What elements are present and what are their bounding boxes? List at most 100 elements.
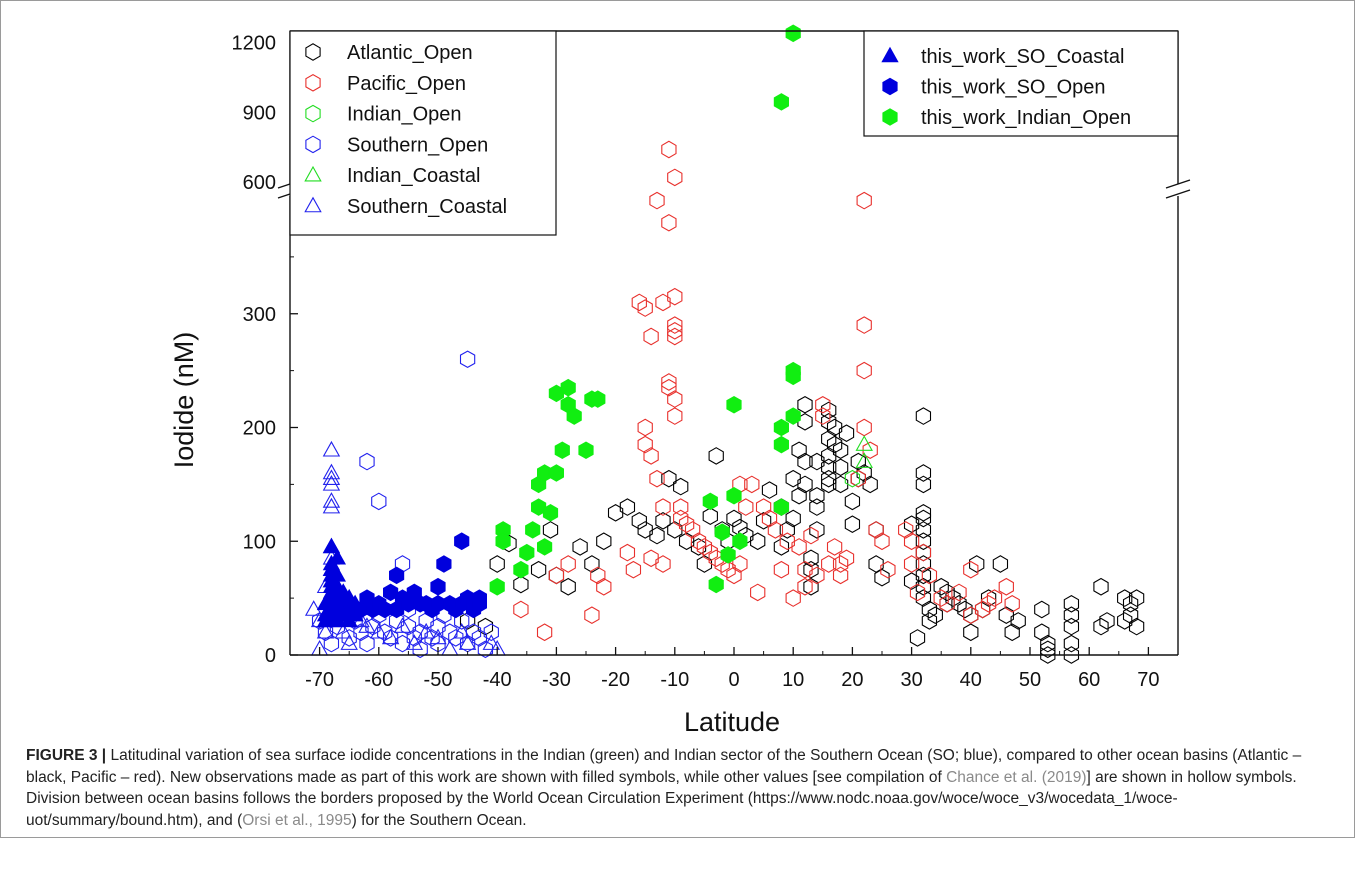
axis-break-mark bbox=[1165, 189, 1191, 199]
point-pacific-open bbox=[815, 407, 831, 425]
point-pacific-open bbox=[909, 583, 926, 602]
point-southern-open bbox=[377, 623, 393, 642]
caption-figure-label: FIGURE 3 | bbox=[26, 747, 107, 764]
point-pacific-open bbox=[661, 213, 677, 232]
point-atlantic-open bbox=[862, 475, 878, 494]
point-atlantic-open bbox=[542, 521, 559, 539]
point-southern-coastal bbox=[452, 622, 471, 639]
point-pacific-open bbox=[667, 407, 683, 425]
point-atlantic-open bbox=[874, 568, 890, 587]
point-southern-coastal bbox=[322, 463, 341, 480]
y-tick-label: 100 bbox=[243, 531, 276, 553]
point-atlantic-open bbox=[915, 577, 932, 596]
point-southern-coastal bbox=[417, 622, 435, 639]
point-southern-open bbox=[359, 634, 375, 653]
legend-label-southern-open: Southern_Open bbox=[347, 134, 488, 156]
point-pacific-open bbox=[548, 566, 565, 585]
point-atlantic-open bbox=[939, 583, 955, 602]
point-this-work-so-open bbox=[430, 577, 446, 596]
y-tick-label: 0 bbox=[265, 645, 276, 667]
point-pacific-open bbox=[856, 418, 872, 437]
point-atlantic-open bbox=[821, 430, 837, 448]
point-atlantic-open bbox=[927, 606, 943, 625]
point-pacific-open bbox=[963, 560, 979, 579]
point-atlantic-open bbox=[1063, 594, 1080, 613]
point-pacific-open bbox=[643, 447, 659, 465]
point-pacific-open bbox=[761, 509, 778, 528]
point-southern-open bbox=[477, 640, 494, 659]
point-atlantic-open bbox=[560, 577, 576, 596]
point-atlantic-open bbox=[1093, 617, 1109, 636]
point-this-work-so-coastal bbox=[328, 549, 347, 565]
caption-reference-orsi[interactable]: Orsi et al., 1995 bbox=[242, 811, 352, 829]
y-tick-label: 200 bbox=[243, 418, 276, 440]
x-tick-label: -30 bbox=[542, 669, 571, 691]
point-pacific-open bbox=[678, 515, 695, 534]
x-tick-label: 30 bbox=[900, 669, 922, 691]
point-this-work-indian-open bbox=[590, 390, 606, 408]
point-atlantic-open bbox=[915, 509, 932, 528]
point-pacific-open bbox=[732, 555, 748, 573]
point-pacific-open bbox=[903, 532, 920, 551]
point-southern-coastal bbox=[334, 622, 353, 639]
point-pacific-open bbox=[856, 191, 872, 210]
point-pacific-open bbox=[684, 521, 701, 539]
point-this-work-indian-open bbox=[489, 577, 505, 596]
point-pacific-open bbox=[898, 521, 914, 539]
point-pacific-open bbox=[880, 560, 896, 579]
point-atlantic-open bbox=[797, 412, 813, 431]
point-pacific-open bbox=[998, 577, 1014, 596]
legend-symbol-this-work-so-open bbox=[882, 77, 898, 96]
caption-reference-chance[interactable]: Chance et al. (2019) bbox=[946, 768, 1087, 786]
point-atlantic-open bbox=[1004, 623, 1020, 642]
legend-left: Atlantic_Open Pacific_Open Indian_Open Sout… bbox=[289, 30, 557, 236]
point-atlantic-open bbox=[1122, 594, 1139, 613]
point-pacific-open bbox=[797, 560, 813, 579]
point-this-work-indian-open bbox=[785, 367, 801, 386]
point-southern-coastal bbox=[405, 634, 424, 650]
point-atlantic-open bbox=[489, 555, 505, 573]
point-atlantic-open bbox=[1128, 617, 1145, 636]
point-pacific-open bbox=[750, 583, 766, 602]
point-pacific-open bbox=[903, 555, 920, 573]
legend-label-this-work-indian-open: this_work_Indian_Open bbox=[921, 107, 1131, 129]
point-this-work-indian-open bbox=[548, 464, 564, 482]
point-atlantic-open bbox=[821, 401, 837, 420]
x-tick-label: -70 bbox=[305, 669, 334, 691]
point-southern-open bbox=[430, 617, 446, 636]
point-pacific-open bbox=[779, 532, 795, 551]
point-pacific-open bbox=[673, 498, 689, 516]
point-southern-coastal bbox=[322, 497, 341, 514]
point-atlantic-open bbox=[957, 600, 973, 619]
point-atlantic-open bbox=[619, 498, 636, 516]
point-atlantic-open bbox=[838, 424, 855, 443]
point-atlantic-open bbox=[696, 555, 713, 573]
point-pacific-open bbox=[803, 526, 819, 545]
legend-symbol-this-work-so-coastal bbox=[881, 46, 899, 63]
point-pacific-open bbox=[826, 538, 843, 556]
point-pacific-open bbox=[702, 543, 718, 562]
point-this-work-indian-open bbox=[560, 378, 576, 397]
x-tick-label: -10 bbox=[660, 669, 689, 691]
point-atlantic-open bbox=[1117, 612, 1133, 630]
point-pacific-open bbox=[791, 538, 807, 556]
point-atlantic-open bbox=[809, 452, 825, 471]
figure-frame bbox=[0, 0, 1355, 838]
point-atlantic-open bbox=[785, 469, 801, 488]
point-this-work-so-open bbox=[436, 555, 452, 573]
legend-box bbox=[289, 30, 557, 236]
point-pacific-open bbox=[921, 566, 938, 585]
point-atlantic-open bbox=[797, 395, 813, 414]
axis-break-mark bbox=[1165, 179, 1191, 189]
x-tick-label: -50 bbox=[424, 669, 453, 691]
point-atlantic-open bbox=[637, 521, 653, 539]
point-pacific-open bbox=[815, 395, 831, 414]
point-atlantic-open bbox=[803, 560, 819, 579]
point-atlantic-open bbox=[809, 498, 825, 516]
point-atlantic-open bbox=[572, 538, 588, 556]
point-this-work-indian-open bbox=[537, 538, 553, 556]
point-atlantic-open bbox=[921, 612, 938, 630]
point-southern-open bbox=[394, 634, 411, 653]
point-pacific-open bbox=[625, 560, 642, 579]
point-atlantic-open bbox=[821, 412, 837, 431]
